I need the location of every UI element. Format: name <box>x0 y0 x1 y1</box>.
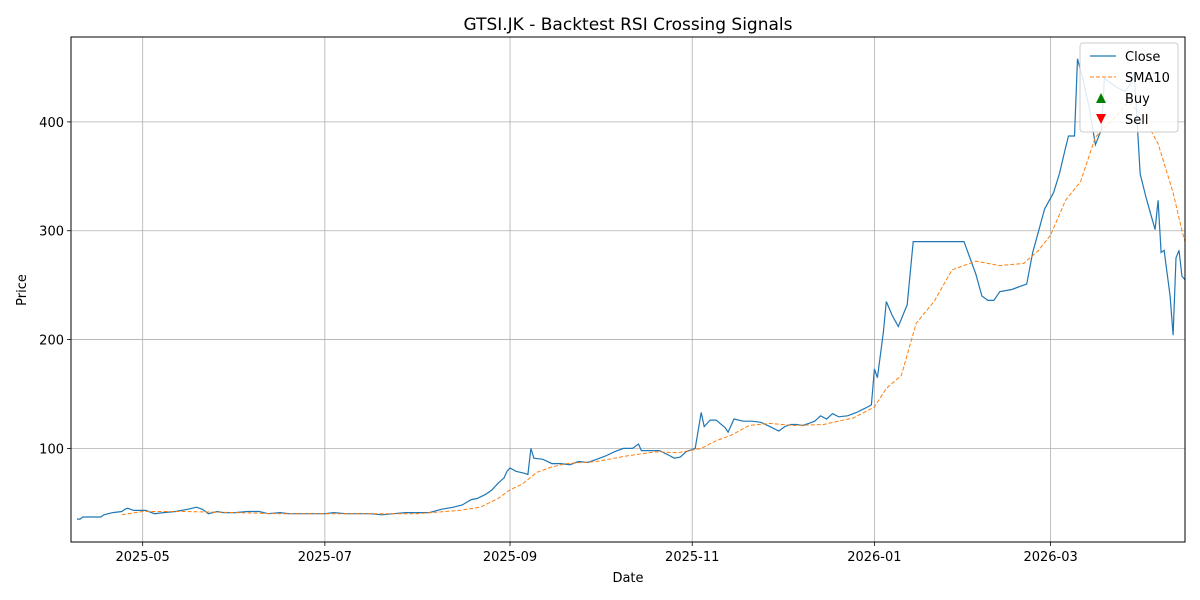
grid-layer <box>71 37 1185 542</box>
y-tick-label: 400 <box>39 116 64 131</box>
x-tick-label: 2025-11 <box>665 550 719 565</box>
legend-buy-marker <box>1096 93 1106 103</box>
y-tick-label: 200 <box>39 334 64 349</box>
x-tick-label: 2026-03 <box>1023 550 1077 565</box>
series-layer <box>77 58 1186 520</box>
legend-buy-label: Buy <box>1125 92 1150 107</box>
y-tick-layer: 100 200 300 400 <box>39 116 71 457</box>
x-tick-label: 2026-01 <box>847 550 901 565</box>
legend-sell-marker <box>1096 114 1106 124</box>
legend: Close SMA10 Buy Sell <box>1079 42 1179 133</box>
x-tick-layer: 2025-05 2025-07 2025-09 2025-11 2026-01 2026-… <box>116 542 1078 565</box>
legend-box <box>1079 42 1179 133</box>
close-series-line <box>77 58 1186 520</box>
x-tick-label: 2025-07 <box>298 550 352 565</box>
legend-close-label: Close <box>1125 50 1160 65</box>
legend-sma-label: SMA10 <box>1125 71 1170 86</box>
y-tick-label: 100 <box>39 442 64 457</box>
chart-title: GTSI.JK - Backtest RSI Crossing Signals <box>464 15 793 35</box>
legend-sell-label: Sell <box>1125 113 1148 128</box>
x-axis-label: Date <box>612 571 643 586</box>
x-tick-label: 2025-05 <box>116 550 170 565</box>
y-axis-label: Price <box>15 274 30 306</box>
x-tick-label: 2025-09 <box>483 550 537 565</box>
sma10-series-line <box>121 101 1186 516</box>
plot-frame <box>70 36 1186 543</box>
y-tick-label: 300 <box>39 225 64 240</box>
